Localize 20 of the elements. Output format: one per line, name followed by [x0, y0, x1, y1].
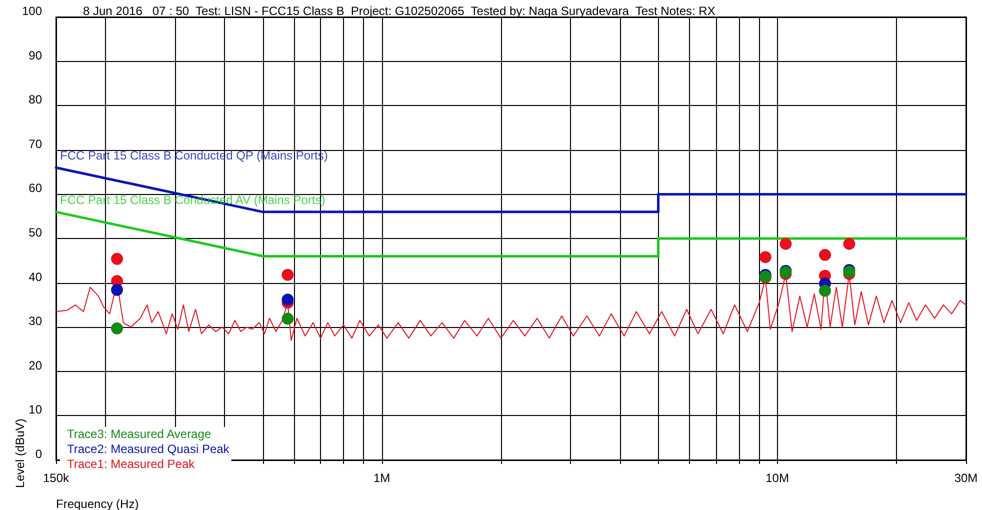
y-tick-label: 90	[28, 48, 42, 62]
text: Trace1: Measured Peak	[67, 457, 196, 471]
y-tick-label: 60	[28, 181, 42, 196]
y-tick-label: 40	[28, 270, 42, 284]
y-axis-title: Level (dBuV)	[13, 418, 27, 488]
y-tick-label: 20	[28, 358, 42, 372]
x-tick-label: 30M	[954, 471, 978, 485]
y-tick-label: 10	[28, 402, 42, 417]
y-tick-label: 80	[28, 92, 42, 107]
x-tick-label: 10M	[766, 471, 789, 485]
y-tick-label: 100	[22, 4, 42, 18]
y-tick-label: 50	[28, 226, 42, 240]
y-tick-label: 70	[28, 136, 42, 151]
x-tick-label: 1M	[374, 471, 390, 485]
y-tick-label: 0	[35, 447, 42, 461]
text: Trace3: Measured Average	[67, 427, 212, 441]
x-tick-label: 150k	[42, 471, 70, 485]
text: Trace2: Measured Quasi Peak	[67, 442, 230, 456]
y-tick-label: 30	[28, 314, 42, 328]
chart-title: 8 Jun 2016 07 : 50 Test: LISN - FCC15 Class B Project: G102502065 Tested by: Naga Suryadevara Test Notes: RX	[83, 4, 716, 18]
